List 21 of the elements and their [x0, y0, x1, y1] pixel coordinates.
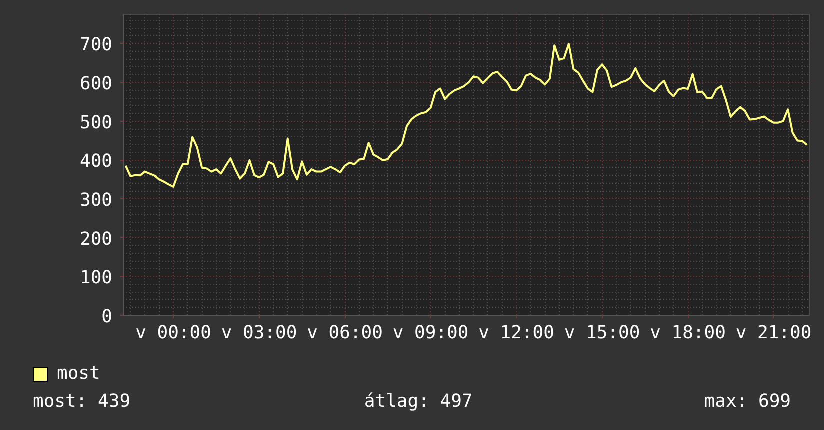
x-tick-label: v 06:00 [307, 322, 383, 344]
text: max: 699 [704, 391, 791, 413]
y-tick-label: 500 [80, 112, 113, 134]
x-tick-label: v 00:00 [136, 322, 212, 344]
text: átlag: 497 [364, 391, 473, 413]
y-tick-label: 200 [80, 228, 113, 250]
x-tick-label: v 21:00 [736, 322, 812, 344]
y-tick-label: 100 [80, 268, 113, 289]
text: most: 439 [33, 391, 131, 413]
line-series [124, 43, 808, 188]
y-tick-label: 400 [80, 151, 113, 172]
x-tick-label: v 09:00 [392, 322, 469, 344]
x-tick-label: v 03:00 [221, 322, 298, 344]
y-tick-label: 300 [80, 190, 113, 211]
y-tick-label: 600 [80, 73, 113, 94]
y-tick-label: 0 [102, 306, 113, 328]
x-tick-label: v 15:00 [564, 322, 640, 344]
legend-label: most [57, 363, 100, 385]
x-tick-label: v 12:00 [478, 322, 554, 344]
x-tick-label: v 18:00 [650, 322, 726, 344]
y-tick-label: 700 [80, 34, 113, 56]
